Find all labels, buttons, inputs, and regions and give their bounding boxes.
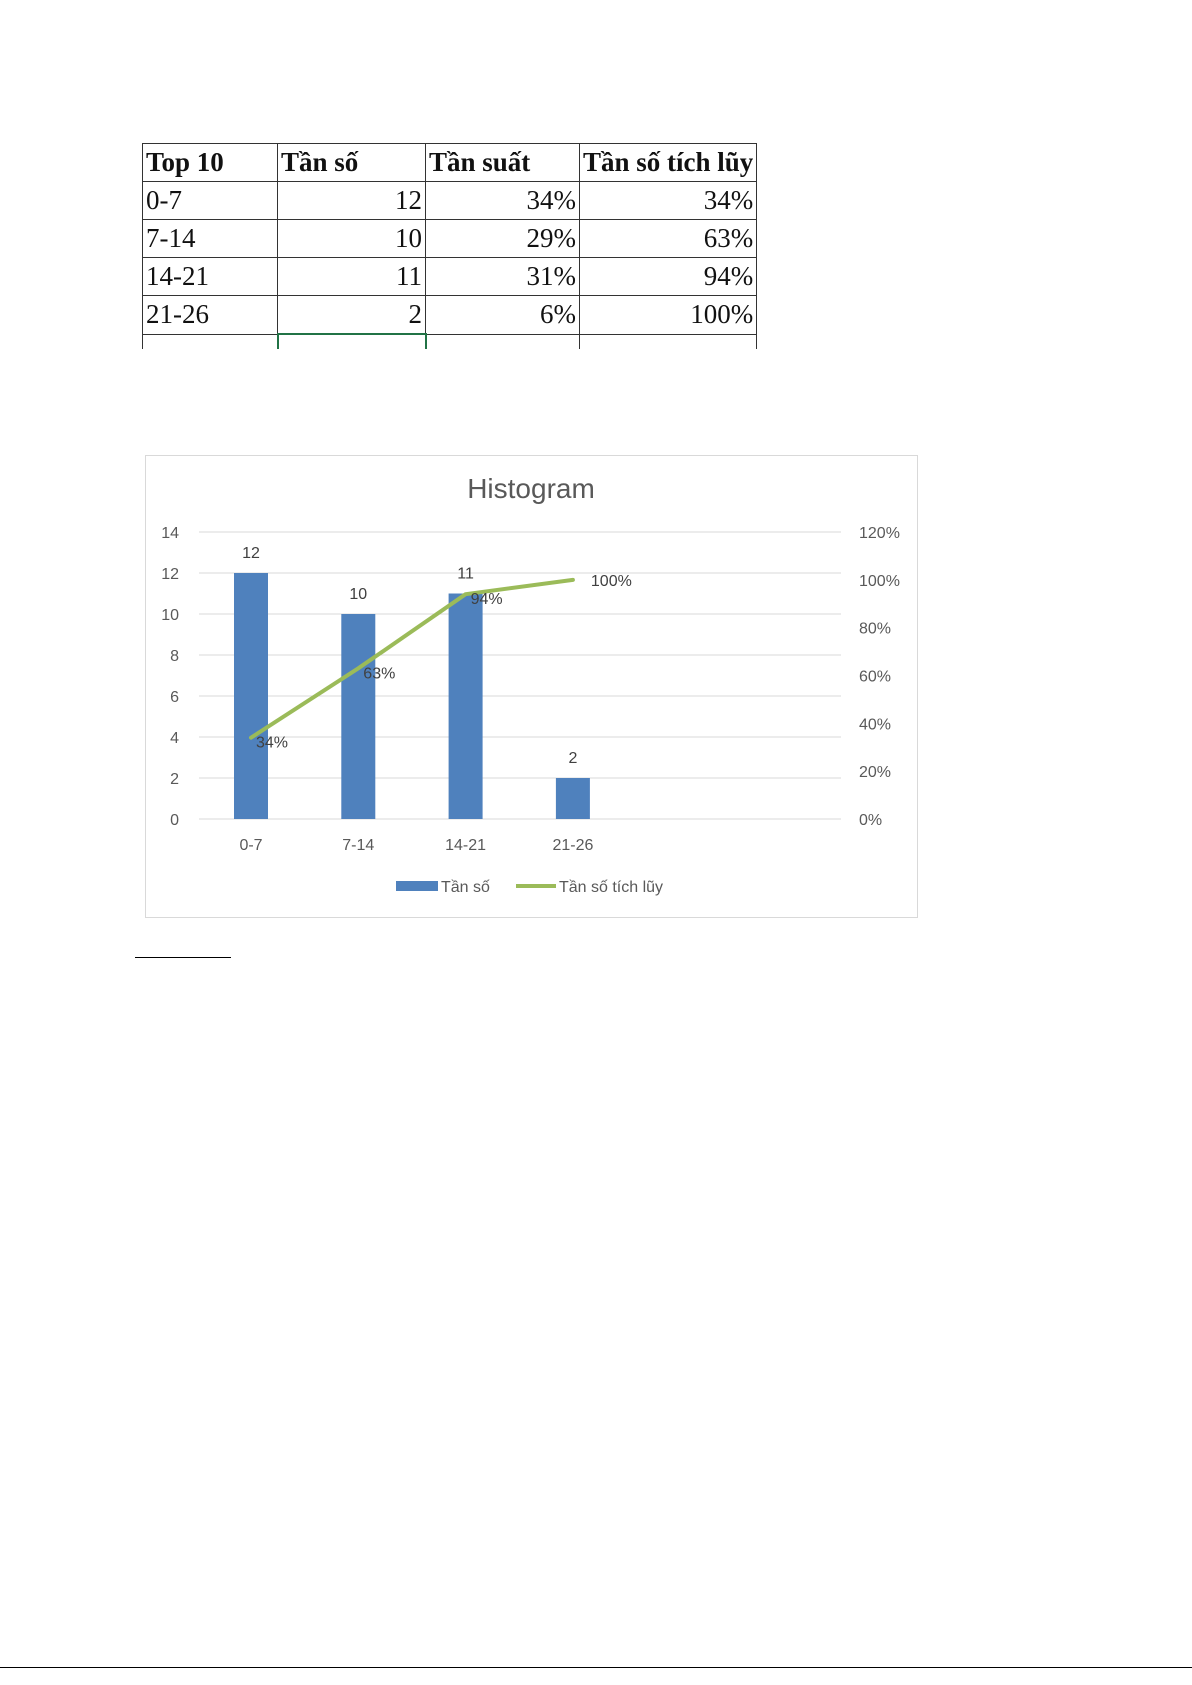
legend-bar-swatch	[396, 881, 438, 891]
cell[interactable]: 29%	[425, 219, 580, 258]
legend-label: Tần số tích lũy	[559, 879, 663, 896]
y-left-tick-label: 0	[170, 812, 179, 829]
y-left-tick-label: 12	[161, 566, 179, 583]
frequency-table: Top 10 Tần số Tần suất Tần số tích lũy 0…	[142, 143, 758, 349]
bar	[448, 593, 483, 819]
cell[interactable]	[142, 333, 278, 349]
table-row: 21-26 2 6% 100%	[142, 295, 758, 335]
line-data-label: 94%	[471, 591, 503, 608]
bar-data-label: 11	[457, 566, 474, 583]
cell[interactable]: 94%	[578, 257, 758, 296]
y-right-tick-label: 120%	[859, 525, 900, 542]
bar-data-label: 10	[349, 586, 367, 603]
legend-label: Tần số	[441, 879, 490, 896]
cell[interactable]: 34%	[425, 181, 580, 220]
y-right-tick-label: 40%	[859, 716, 891, 733]
table-row: 7-14 10 29% 63%	[142, 219, 758, 258]
bar	[234, 573, 268, 819]
header-cell[interactable]: Top 10	[142, 143, 278, 182]
cell[interactable]	[425, 333, 580, 349]
cell[interactable]: 21-26	[142, 295, 278, 335]
cell[interactable]: 11	[277, 257, 426, 296]
cell[interactable]: 31%	[425, 257, 580, 296]
cell[interactable]: 100%	[578, 295, 758, 335]
cell[interactable]: 63%	[578, 219, 758, 258]
histogram-chart[interactable]: Histogram 0 2 4 6 8 10 12 14 0% 20% 40% 60% 80% 100% 12…	[145, 455, 918, 918]
x-tick-label: 21-26	[552, 837, 593, 854]
selected-cell[interactable]	[276, 333, 427, 349]
header-cell[interactable]: Tần suất	[425, 143, 580, 182]
y-left-tick-label: 2	[170, 771, 179, 788]
cell[interactable]: 6%	[425, 295, 580, 335]
y-right-tick-label: 80%	[859, 621, 891, 638]
y-left-tick-label: 14	[161, 525, 179, 542]
y-left-tick-label: 10	[161, 607, 179, 624]
chart-title: Histogram	[467, 473, 595, 504]
line-data-label: 63%	[363, 665, 395, 682]
y-right-tick-label: 60%	[859, 669, 891, 686]
x-tick-label: 0-7	[239, 837, 262, 854]
cell[interactable]: 14-21	[142, 257, 278, 296]
footer-rule	[0, 1667, 1192, 1668]
y-left-tick-label: 6	[170, 689, 179, 706]
line-data-label: 100%	[591, 573, 632, 590]
cell[interactable]: 7-14	[142, 219, 278, 258]
table-row-empty	[142, 333, 758, 349]
chart-svg: Histogram 0 2 4 6 8 10 12 14 0% 20% 40% 60% 80% 100% 12…	[161, 473, 900, 896]
cumulative-line	[249, 577, 575, 740]
line-data-label: 34%	[256, 735, 288, 752]
cell[interactable]: 0-7	[142, 181, 278, 220]
y-left-tick-label: 8	[170, 648, 179, 665]
header-cell[interactable]: Tần số tích lũy	[578, 143, 758, 182]
table-row: 0-7 12 34% 34%	[142, 181, 758, 220]
cell[interactable]: 12	[277, 181, 426, 220]
table-header-row: Top 10 Tần số Tần suất Tần số tích lũy	[142, 143, 758, 182]
cell[interactable]	[578, 333, 758, 349]
table-row: 14-21 11 31% 94%	[142, 257, 758, 296]
underline-rule	[135, 957, 231, 958]
cell[interactable]: 34%	[578, 181, 758, 220]
y-right-tick-label: 100%	[859, 573, 900, 590]
bar-data-label: 2	[568, 750, 577, 767]
x-tick-label: 14-21	[445, 837, 486, 854]
bar-data-label: 12	[242, 545, 260, 562]
bar	[555, 778, 590, 819]
y-left-tick-label: 4	[170, 730, 179, 747]
x-tick-label: 7-14	[342, 837, 374, 854]
cell[interactable]: 2	[277, 295, 426, 335]
header-cell[interactable]: Tần số	[277, 143, 426, 182]
cell[interactable]: 10	[277, 219, 426, 258]
y-right-tick-label: 20%	[859, 764, 891, 781]
y-right-tick-label: 0%	[859, 812, 882, 829]
bar	[341, 614, 376, 819]
